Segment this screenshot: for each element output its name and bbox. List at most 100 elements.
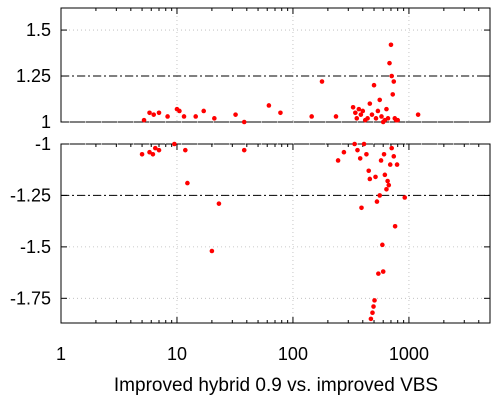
x-axis: 1 10 100 1000 [56,344,429,364]
lower-data-point [386,182,392,188]
upper-data-point [365,116,370,121]
upper-data-point [353,110,358,116]
upper-data-point [356,106,362,112]
lower-data-point [216,201,222,206]
upper-data-point [319,79,325,84]
lower-data-point [378,158,384,163]
lower-data-point [394,162,400,167]
lower-data-point [367,176,373,182]
lower-data-point [384,186,389,192]
upper-data-point [350,104,356,110]
xtick-label: 1000 [389,344,429,364]
upper-data-point [241,119,247,125]
upper-data-point [391,79,397,84]
upper-data-point [395,117,400,123]
upper-data-point [354,116,360,121]
lower-data-point [392,223,398,229]
lower-data-point [370,310,375,316]
lower-data-point [385,178,390,184]
lower-data-point [380,269,386,274]
lower-data-point [241,147,247,153]
upper-data-point [388,42,394,48]
upper-panel-frame [60,7,491,123]
upper-data-point [333,114,339,119]
lower-panel: -1 -1.25 -1.5 -1.75 [10,134,491,324]
upper-ytick-label: 1.25 [16,66,51,86]
lower-data-point [374,199,380,204]
xtick-label: 100 [278,344,308,364]
lower-data-point [355,147,360,153]
lower-data-point [366,168,372,174]
upper-ytick-label: 1.5 [26,20,51,40]
lower-data-point [209,248,215,254]
lower-data-point [172,141,177,147]
lower-data-point [372,298,377,303]
lower-data-point [147,149,152,155]
upper-data-point [165,114,170,119]
lower-ytick-label: -1.25 [10,185,51,205]
lower-data-point [152,145,158,151]
lower-data-point [357,156,363,161]
lower-data-point [361,141,367,147]
upper-data-point [177,108,182,114]
upper-data-point [147,110,152,116]
upper-data-point [201,108,207,114]
upper-data-point [373,116,379,121]
lower-data-point [402,195,408,200]
upper-data-point [377,97,383,103]
lower-data-point [341,149,347,155]
lower-data-point [381,151,387,157]
upper-data-point [389,73,394,79]
lower-data-point [150,151,156,157]
upper-data-point [367,101,373,106]
lower-data-point [377,193,383,198]
lower-data-point [376,271,381,276]
upper-data-point [233,112,238,117]
upper-data-point [309,114,314,119]
upper-data-point [385,116,391,121]
upper-data-point [375,108,381,114]
lower-ytick-label: -1.75 [10,288,51,308]
lower-data-point [185,180,190,186]
lower-data-point [387,162,393,167]
lower-data-point [335,158,341,163]
upper-data-point [379,114,384,119]
x-axis-title: Improved hybrid 0.9 vs. improved VBS [114,375,438,396]
upper-data-point [156,110,162,116]
upper-data-point [358,112,364,117]
upper-data-point [181,114,187,119]
upper-data-point [384,106,389,112]
lower-data-point [389,145,394,151]
upper-data-point [387,60,392,66]
lower-data-point [391,154,397,159]
lower-data-point [359,205,364,211]
upper-data-point [369,112,375,117]
lower-data-point [380,242,385,248]
lower-data-point [352,141,357,147]
upper-data-point [415,112,421,117]
lower-data-point [364,151,369,157]
upper-data-point [151,112,157,117]
xtick-label: 10 [167,344,187,364]
upper-ytick-label: 1 [41,112,51,132]
lower-data-point [373,174,378,180]
lower-data-point [371,304,376,309]
xtick-label: 1 [56,344,66,364]
upper-data-point [212,116,217,121]
lower-data-point [156,147,162,153]
lower-data-point [368,316,374,322]
upper-panel: 1 1.25 1.5 [16,7,491,132]
upper-data-point [193,114,198,119]
lower-ytick-label: -1.5 [20,237,51,257]
upper-data-point [141,117,147,123]
lower-data-point [139,151,145,157]
lower-ytick-label: -1 [35,134,51,154]
upper-data-point [371,82,377,88]
upper-data-point [278,110,283,116]
lower-data-point [382,172,388,178]
lower-panel-frame [60,143,491,324]
upper-data-point [266,103,272,108]
upper-data-point [360,108,366,114]
lower-data-point [183,147,188,153]
